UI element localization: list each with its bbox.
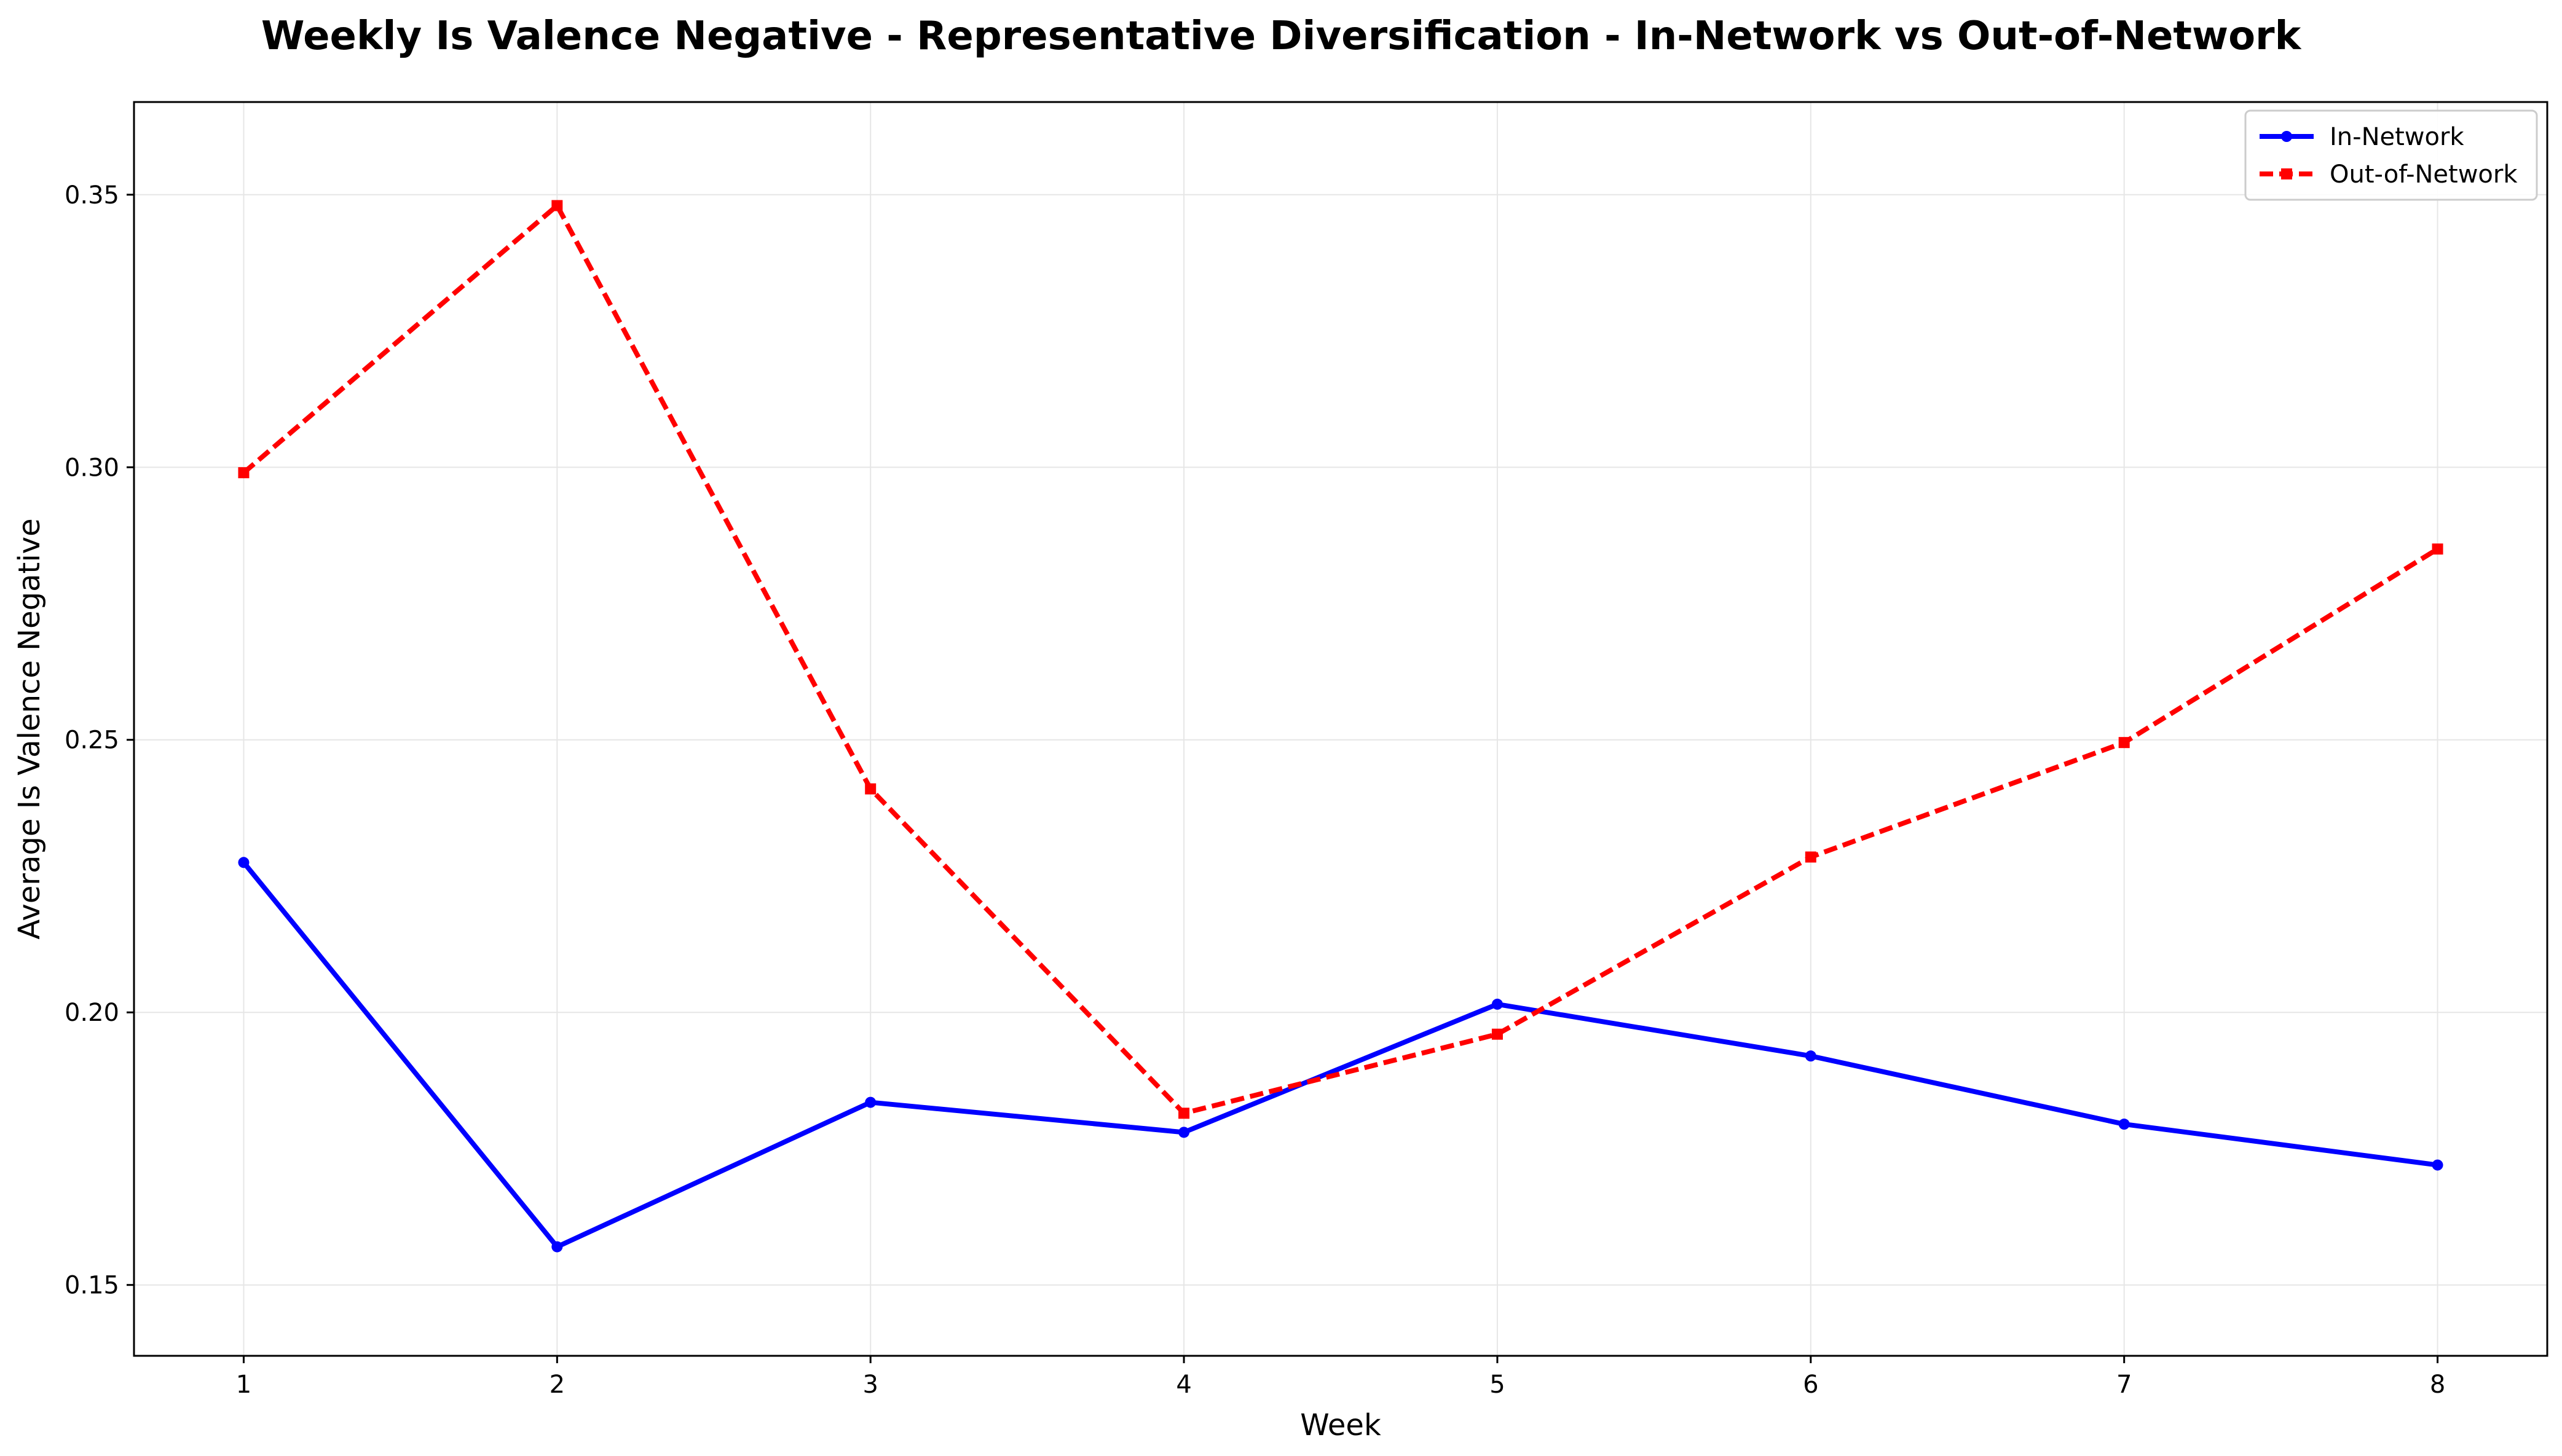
x-axis: 1 2 3 4 5 6 7 8 bbox=[236, 1356, 2445, 1399]
chart-title: Weekly Is Valence Negative - Representat… bbox=[261, 14, 2302, 59]
y-tick-label: 0.35 bbox=[65, 181, 119, 210]
data-point-out-of-network bbox=[1491, 1028, 1503, 1040]
x-tick-label: 6 bbox=[1803, 1371, 1818, 1399]
x-axis-label: Week bbox=[1300, 1408, 1381, 1442]
data-point-out-of-network bbox=[238, 467, 250, 479]
data-point-out-of-network bbox=[1178, 1108, 1190, 1119]
legend-marker-out-of-network bbox=[2281, 168, 2292, 179]
plot-frame bbox=[133, 101, 2548, 1357]
legend-label-out-of-network: Out-of-Network bbox=[2330, 160, 2518, 189]
x-tick-label: 1 bbox=[236, 1371, 251, 1399]
y-tick-label: 0.15 bbox=[65, 1272, 119, 1300]
y-axis-label: Average Is Valence Negative bbox=[12, 518, 47, 939]
data-point-in-network bbox=[1805, 1050, 1816, 1062]
grid bbox=[134, 102, 2547, 1356]
data-point-in-network bbox=[1491, 998, 1503, 1010]
data-point-out-of-network bbox=[2432, 543, 2443, 555]
x-tick-label: 7 bbox=[2116, 1371, 2132, 1399]
x-tick-label: 3 bbox=[862, 1371, 878, 1399]
x-tick-label: 2 bbox=[550, 1371, 565, 1399]
data-point-in-network bbox=[2432, 1159, 2443, 1171]
x-tick-label: 5 bbox=[1489, 1371, 1505, 1399]
y-tick-label: 0.25 bbox=[65, 726, 119, 755]
series-layer bbox=[238, 200, 2443, 1253]
data-point-out-of-network bbox=[865, 783, 877, 795]
data-point-out-of-network bbox=[2118, 737, 2130, 749]
series-line-out-of-network bbox=[242, 203, 2439, 1116]
data-point-in-network bbox=[865, 1096, 877, 1108]
y-axis: 0.15 0.20 0.25 0.30 0.35 bbox=[65, 181, 134, 1300]
data-point-in-network bbox=[1178, 1127, 1190, 1138]
legend-label-in-network: In-Network bbox=[2330, 123, 2464, 151]
x-tick-label: 4 bbox=[1176, 1371, 1191, 1399]
y-tick-label: 0.20 bbox=[65, 999, 119, 1027]
data-point-in-network bbox=[551, 1241, 563, 1253]
data-point-out-of-network bbox=[1805, 851, 1816, 863]
x-tick-label: 8 bbox=[2430, 1371, 2445, 1399]
legend: In-Network Out-of-Network bbox=[2244, 109, 2538, 201]
y-tick-label: 0.30 bbox=[65, 454, 119, 482]
data-point-in-network bbox=[2118, 1119, 2130, 1130]
data-point-out-of-network bbox=[551, 200, 563, 211]
series-line-in-network bbox=[242, 860, 2438, 1249]
legend-marker-in-network bbox=[2281, 131, 2292, 142]
data-point-in-network bbox=[238, 857, 250, 868]
legend-frame bbox=[2244, 109, 2538, 201]
